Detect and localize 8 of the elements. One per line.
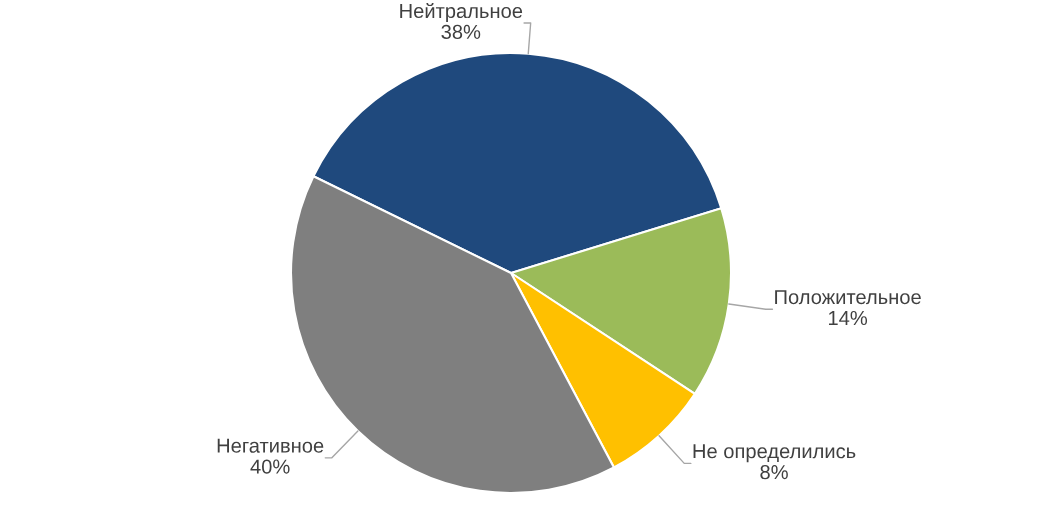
data-label: 38%	[441, 24, 481, 40]
slice-label: Положительное	[775, 290, 921, 305]
slice-label: Не определились	[693, 444, 856, 463]
data-label: 14%	[829, 310, 868, 326]
data-label: 40%	[250, 459, 290, 474]
data-label: 8%	[760, 465, 788, 480]
slice-label: Нейтральное	[400, 2, 523, 23]
slice-label: Негативное	[217, 438, 324, 453]
